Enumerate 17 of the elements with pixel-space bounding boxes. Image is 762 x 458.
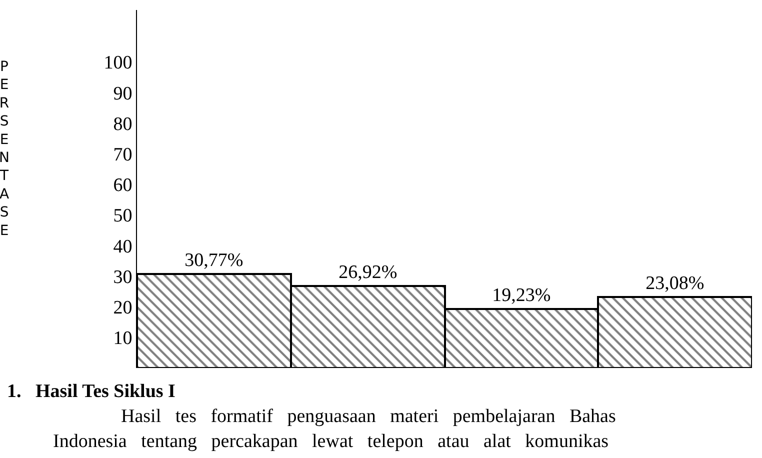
y-tick-label: 10 bbox=[113, 328, 132, 350]
y-tick-label: 40 bbox=[113, 236, 132, 258]
y-tick-label: 70 bbox=[113, 144, 132, 166]
data-label: 19,23% bbox=[492, 285, 551, 306]
y-tick-label: 60 bbox=[113, 175, 132, 196]
text: 1. Hasil Tes Siklus I bbox=[7, 381, 176, 402]
y-tick-label: 80 bbox=[113, 114, 132, 135]
data-label: 23,08% bbox=[646, 273, 704, 294]
data-label: 26,92% bbox=[338, 262, 398, 283]
y-tick-label: 90 bbox=[113, 83, 132, 104]
data-label: 30,77% bbox=[184, 250, 244, 271]
text: Hasil tes formatif penguasaan materi pembelajaran Bahas bbox=[121, 406, 616, 427]
y-tick-label: 50 bbox=[113, 206, 132, 227]
y-tick-label: 100 bbox=[104, 52, 132, 74]
y-tick-label: 20 bbox=[113, 297, 132, 318]
y-tick-label: 30 bbox=[113, 266, 132, 288]
text: Indonesia tentang percakapan lewat telepon atau alat komunikas bbox=[53, 431, 609, 452]
